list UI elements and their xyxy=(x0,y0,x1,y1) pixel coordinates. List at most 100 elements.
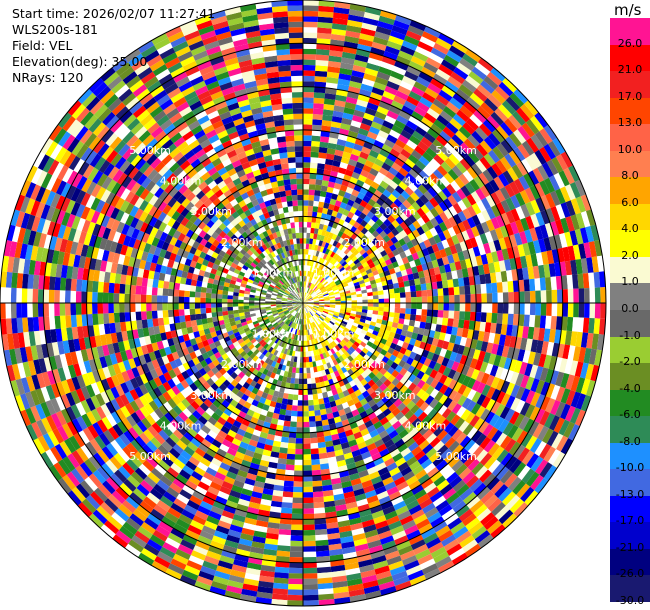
velocity-gate xyxy=(318,298,325,301)
velocity-gate xyxy=(368,226,376,235)
velocity-gate xyxy=(545,315,552,329)
velocity-gate xyxy=(312,321,317,328)
velocity-gate xyxy=(284,311,290,316)
velocity-gate xyxy=(485,252,494,264)
velocity-gate xyxy=(476,393,487,406)
velocity-gate xyxy=(136,483,150,497)
velocity-gate xyxy=(189,308,196,315)
velocity-gate xyxy=(394,297,401,303)
velocity-gate xyxy=(228,333,236,340)
velocity-gate xyxy=(146,318,154,328)
velocity-gate xyxy=(433,42,450,55)
velocity-gate xyxy=(311,292,317,297)
velocity-gate xyxy=(281,305,288,308)
velocity-gate xyxy=(307,383,312,390)
velocity-gate xyxy=(452,92,467,106)
velocity-gate xyxy=(495,227,504,240)
velocity-gate xyxy=(161,440,173,452)
velocity-gate xyxy=(424,230,434,240)
velocity-gate xyxy=(283,336,288,343)
velocity-gate xyxy=(493,416,505,430)
velocity-gate xyxy=(529,364,539,379)
velocity-gate xyxy=(349,80,362,89)
velocity-gate xyxy=(210,505,224,516)
velocity-gate xyxy=(226,416,236,425)
velocity-gate xyxy=(326,186,334,194)
velocity-gate xyxy=(525,254,533,268)
velocity-gate xyxy=(243,431,253,440)
velocity-gate xyxy=(305,249,309,255)
velocity-gate xyxy=(310,339,315,346)
velocity-gate xyxy=(391,211,400,220)
velocity-gate xyxy=(432,309,439,318)
velocity-gate xyxy=(176,493,190,505)
velocity-gate xyxy=(308,289,313,295)
velocity-gate xyxy=(313,404,320,411)
velocity-gate xyxy=(300,351,303,358)
velocity-gate xyxy=(102,366,111,379)
velocity-gate xyxy=(230,461,241,470)
velocity-gate xyxy=(314,280,319,286)
velocity-gate xyxy=(305,281,308,288)
velocity-gate xyxy=(323,495,335,503)
velocity-gate xyxy=(423,132,436,144)
velocity-gate xyxy=(406,400,416,411)
velocity-gate xyxy=(391,471,404,482)
velocity-gate xyxy=(424,276,432,284)
velocity-gate xyxy=(312,285,317,291)
velocity-gate xyxy=(325,511,337,519)
velocity-field xyxy=(0,0,606,606)
velocity-gate xyxy=(473,504,488,518)
velocity-gate xyxy=(121,370,130,383)
velocity-gate xyxy=(578,303,585,318)
velocity-gate xyxy=(227,360,235,369)
velocity-gate xyxy=(540,209,550,225)
velocity-gate xyxy=(368,324,375,331)
velocity-gate xyxy=(535,340,544,354)
velocity-gate xyxy=(252,452,263,460)
velocity-gate xyxy=(312,211,318,218)
velocity-gate xyxy=(369,391,378,400)
velocity-gate xyxy=(377,20,394,31)
velocity-gate xyxy=(272,367,278,374)
velocity-gate xyxy=(318,306,325,309)
velocity-gate xyxy=(309,290,314,295)
velocity-gate xyxy=(262,349,268,356)
velocity-gate xyxy=(353,143,364,152)
velocity-gate xyxy=(323,320,329,325)
velocity-gate xyxy=(286,377,292,384)
velocity-gate xyxy=(543,465,558,482)
velocity-gate xyxy=(341,239,348,247)
velocity-gate xyxy=(326,390,334,398)
velocity-gate xyxy=(311,383,317,390)
velocity-gate xyxy=(315,382,321,389)
velocity-gate xyxy=(171,351,180,361)
velocity-gate xyxy=(527,420,540,436)
velocity-gate xyxy=(470,293,477,303)
velocity-gate xyxy=(50,329,58,343)
velocity-gate xyxy=(565,200,576,217)
velocity-gate xyxy=(389,565,406,576)
velocity-gate xyxy=(291,350,296,357)
velocity-gate xyxy=(279,523,292,530)
velocity-gate xyxy=(472,265,480,276)
velocity-gate xyxy=(330,126,341,134)
velocity-gate xyxy=(329,548,343,556)
velocity-gate xyxy=(269,326,275,332)
velocity-gate xyxy=(303,27,318,33)
velocity-gate xyxy=(172,366,182,376)
velocity-gate xyxy=(329,328,336,334)
velocity-gate xyxy=(357,393,365,402)
velocity-gate xyxy=(300,308,302,314)
velocity-gate xyxy=(71,486,86,503)
velocity-gate xyxy=(317,228,323,236)
velocity-gate xyxy=(221,438,232,448)
velocity-gate xyxy=(224,395,233,404)
velocity-gate xyxy=(324,282,330,288)
velocity-gate xyxy=(386,134,398,144)
velocity-gate xyxy=(146,539,163,552)
velocity-gate xyxy=(320,130,331,138)
velocity-gate xyxy=(338,525,352,533)
velocity-gate xyxy=(208,545,223,556)
